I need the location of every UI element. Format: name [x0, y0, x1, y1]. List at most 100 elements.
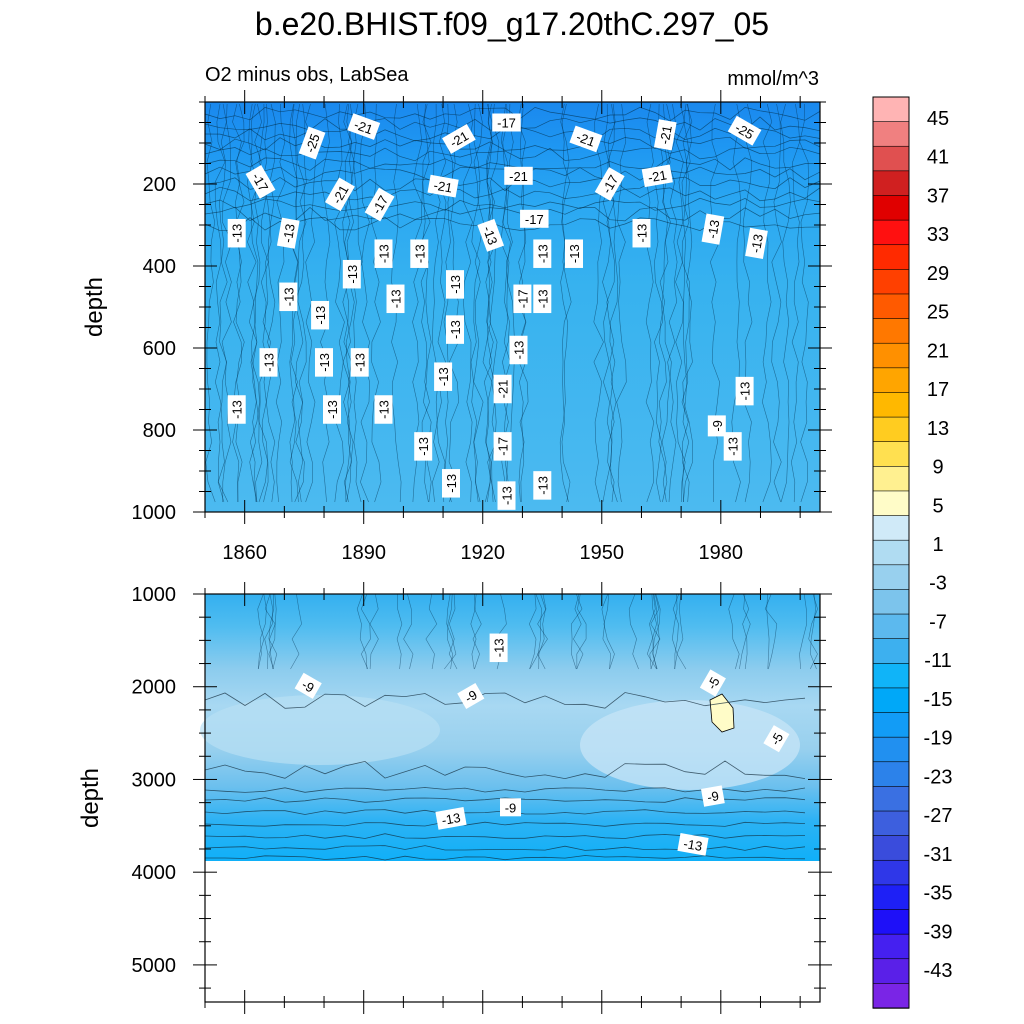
contour-label: -21 — [347, 113, 381, 140]
contour-label: -13 — [227, 395, 246, 424]
contour-label-text: -17 — [515, 289, 530, 308]
contour-line — [646, 593, 657, 670]
contour-label-text: -13 — [325, 400, 340, 419]
contour-label-box — [315, 348, 333, 377]
y-tick-label: 2000 — [132, 677, 177, 699]
y-tick-label: 800 — [143, 420, 176, 442]
contour-label: -13 — [315, 348, 333, 377]
contour-line — [204, 833, 806, 839]
contour-label-box — [723, 432, 742, 461]
contour-line — [343, 103, 354, 503]
y-tick-label: 5000 — [132, 955, 177, 977]
colorbar-swatch — [872, 441, 910, 468]
colorbar-swatch — [872, 293, 910, 320]
contour-label: -13 — [533, 239, 552, 268]
contour-label-box — [569, 125, 603, 153]
colorbar-swatch — [872, 145, 910, 172]
contour-line — [739, 593, 751, 670]
contour-label-text: -13 — [704, 219, 722, 240]
contour-label-text: -13 — [448, 275, 463, 294]
colorbar-swatch — [872, 761, 910, 788]
contour-label-box — [342, 259, 361, 289]
colorbar-label: 45 — [927, 108, 949, 130]
upper-panel: -17-25-21-21 -21 -21 -25-17-21 -17-21-21 -17-… — [81, 90, 832, 564]
colorbar-label: 41 — [927, 147, 949, 169]
contour-label: -17 — [513, 284, 532, 314]
contour-label-text: -13 — [480, 224, 501, 247]
contour-line — [761, 103, 773, 503]
colorbar-label: 33 — [927, 224, 949, 246]
contour-label-text: -13 — [635, 224, 650, 243]
contour-label-box — [294, 672, 322, 699]
colorbar-swatch — [872, 786, 910, 812]
colorbar-swatch — [872, 515, 910, 541]
contour-line — [650, 593, 660, 670]
contour-label-box — [442, 469, 460, 498]
contour-label: -21 — [504, 166, 533, 185]
contour-label: -17 — [245, 165, 276, 199]
contour-label-box — [493, 432, 512, 461]
contour-line — [290, 593, 302, 670]
contour-label-box — [641, 164, 673, 188]
contour-label: -13 — [632, 218, 651, 248]
x-tick-label: 1920 — [460, 542, 505, 564]
lower-frame — [204, 593, 821, 1003]
contour-label: -17 — [520, 209, 549, 228]
colorbar-swatch — [872, 589, 910, 615]
colorbar-swatch — [872, 712, 910, 738]
contour-label: -21 — [569, 125, 603, 153]
colorbar-swatch — [872, 170, 910, 197]
lower-panel: -13 -9 -9 -5 -5 -9 -9 -13 -13 1000 2000 3000 4000 50… — [77, 582, 832, 1014]
x-tick-label: 1980 — [699, 542, 744, 564]
contour-label: -9 — [294, 672, 322, 699]
colorbar-swatch — [872, 662, 910, 689]
contour-label-text: -21 — [509, 169, 528, 184]
contour-label: -21 — [493, 374, 512, 404]
contour-label-text: -13 — [535, 476, 550, 495]
contour-line — [275, 103, 286, 503]
contour-line — [742, 593, 750, 670]
contour-label-box — [745, 227, 768, 259]
contour-label-box — [446, 315, 464, 344]
contour-label: -13 — [489, 633, 508, 663]
contour-label-text: -21 — [574, 129, 597, 150]
contour-label: -13 — [374, 395, 393, 424]
contour-label-box — [632, 218, 651, 248]
colorbar-swatch — [872, 983, 910, 1009]
contour-label: -13 — [509, 335, 528, 365]
contour-label-text: -13 — [416, 437, 431, 456]
contour-label: -9 — [500, 798, 521, 817]
colorbar-label: -23 — [924, 766, 953, 788]
colorbar-swatch — [872, 195, 910, 221]
colorbar-swatch — [872, 958, 910, 985]
colorbar-label: 13 — [927, 418, 949, 440]
contour-line — [681, 103, 691, 503]
contour-line — [249, 103, 260, 503]
contour-line — [790, 103, 801, 503]
contour-label-text: -17 — [525, 212, 544, 227]
contour-label-box — [323, 395, 341, 424]
colorbar-swatch — [872, 884, 910, 911]
contour-line — [359, 103, 371, 503]
contour-label-box — [699, 669, 726, 697]
contour-line — [810, 593, 817, 670]
contour-label-box — [707, 415, 726, 437]
contour-label: -21 — [653, 119, 677, 151]
contour-label-text: -13 — [280, 223, 298, 244]
colorbar-swatch — [872, 96, 910, 123]
contour-label-text: -13 — [567, 244, 582, 263]
colorbar-swatch — [872, 269, 910, 295]
colorbar-label: -27 — [924, 805, 953, 827]
colorbar-swatch — [872, 835, 910, 861]
contour-label: -13 — [446, 270, 464, 299]
colorbar-label: -43 — [924, 960, 953, 982]
chart-title: b.e20.BHIST.f09_g17.20thC.297_05 — [254, 6, 770, 42]
contour-line — [561, 103, 572, 503]
contour-label: -13 — [259, 348, 278, 377]
contour-label-box — [565, 239, 583, 268]
contour-line — [728, 593, 740, 670]
contour-label-box — [493, 374, 512, 404]
contour-line — [606, 103, 615, 503]
contour-line — [356, 593, 368, 670]
